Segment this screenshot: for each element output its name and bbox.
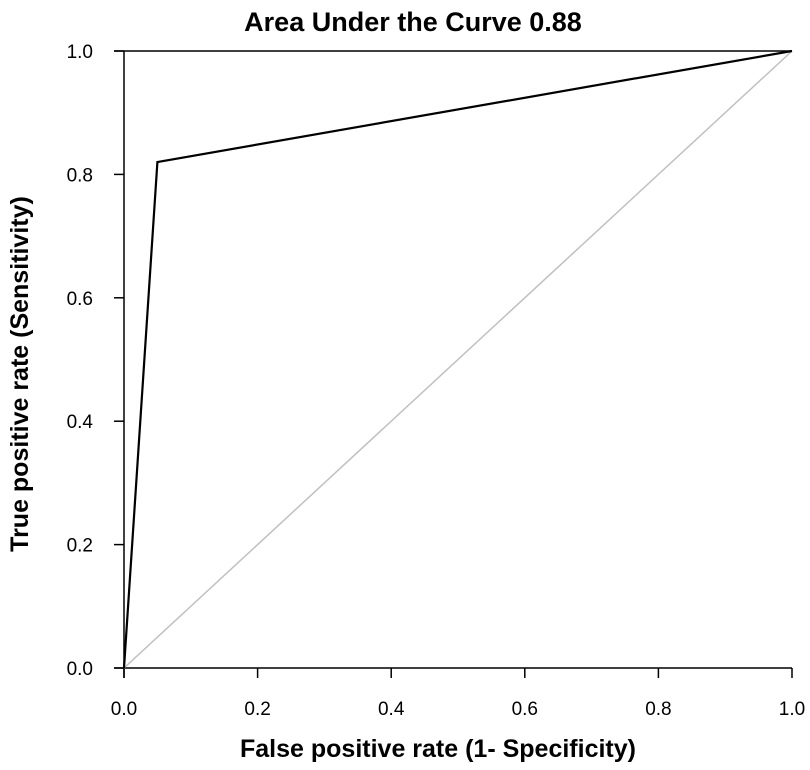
y-axis-label: True positive rate (Sensitivity)	[6, 196, 34, 552]
reference-diagonal-line	[123, 50, 793, 669]
x-axis-label: False positive rate (1- Specificity)	[240, 735, 636, 763]
chart-title: Area Under the Curve 0.88	[244, 7, 582, 37]
y-tick-label: 0.4	[67, 412, 94, 433]
x-tick-label: 0.0	[111, 699, 137, 720]
y-tick-label: 0.2	[67, 536, 93, 557]
x-tick-label: 0.2	[244, 699, 270, 720]
x-tick-label: 1.0	[779, 699, 805, 720]
x-tick-label: 0.6	[512, 699, 538, 720]
plot-frame	[114, 50, 792, 678]
y-tick-label: 1.0	[67, 42, 93, 63]
series-layer	[122, 49, 793, 669]
y-tick-label: 0.8	[67, 165, 93, 186]
roc-curve-line	[122, 49, 793, 669]
y-axis-ticks: 0.0 0.2 0.4 0.6 0.8 1.0	[67, 42, 124, 680]
x-axis-ticks: 0.0 0.2 0.4 0.6 0.8 1.0	[111, 668, 805, 720]
x-tick-label: 0.4	[378, 699, 405, 720]
x-tick-label: 0.8	[645, 699, 671, 720]
y-tick-label: 0.0	[67, 659, 93, 680]
y-tick-label: 0.6	[67, 289, 93, 310]
